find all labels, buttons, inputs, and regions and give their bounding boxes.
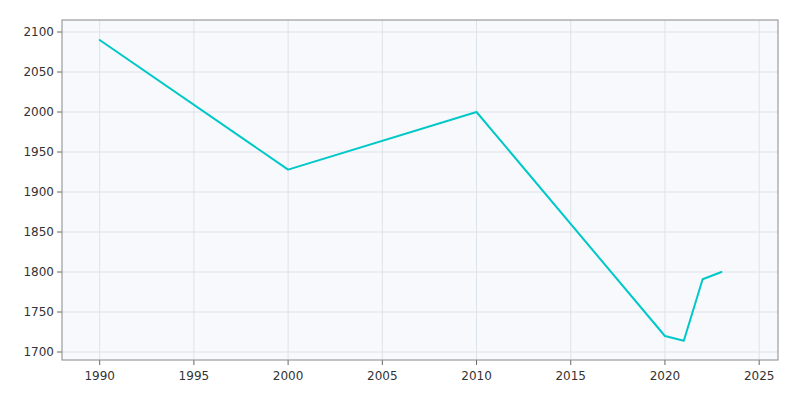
y-grid-line	[62, 232, 778, 233]
y-grid-line	[62, 312, 778, 313]
y-tick-label: 1800	[23, 265, 54, 279]
x-grid-line	[570, 20, 571, 360]
x-tick	[570, 360, 571, 365]
x-tick-label: 2015	[555, 369, 586, 383]
y-tick-label: 1700	[23, 345, 54, 359]
x-grid-line	[759, 20, 760, 360]
y-tick	[57, 32, 62, 33]
axes: 1700 1750 1800 1850 1900 1950 2000 2050 2100 1990…	[23, 25, 774, 384]
y-grid-line	[62, 272, 778, 273]
x-tick-label: 2000	[273, 369, 304, 383]
x-tick	[99, 360, 100, 365]
x-tick	[288, 360, 289, 365]
y-grid-line	[62, 152, 778, 153]
x-grid-line	[99, 20, 100, 360]
x-tick	[382, 360, 383, 365]
x-tick	[193, 360, 194, 365]
y-tick	[57, 272, 62, 273]
plot-background	[62, 20, 778, 360]
y-grid-line	[62, 72, 778, 73]
y-tick	[57, 72, 62, 73]
line	[100, 40, 722, 341]
y-tick-label: 2000	[23, 105, 54, 119]
grid	[62, 20, 778, 360]
y-tick	[57, 192, 62, 193]
series-group	[100, 40, 722, 341]
y-grid-line	[62, 192, 778, 193]
y-tick	[57, 112, 62, 113]
y-grid-line	[62, 112, 778, 113]
x-tick-label: 2010	[461, 369, 492, 383]
x-grid-line	[664, 20, 665, 360]
x-tick	[664, 360, 665, 365]
plot-frame	[62, 20, 778, 360]
y-tick	[57, 232, 62, 233]
y-tick	[57, 312, 62, 313]
x-tick	[476, 360, 477, 365]
y-grid-line	[62, 32, 778, 33]
y-tick-label: 1850	[23, 225, 54, 239]
x-grid-line	[288, 20, 289, 360]
y-tick	[57, 352, 62, 353]
y-grid-line	[62, 352, 778, 353]
x-tick	[759, 360, 760, 365]
y-tick-label: 2050	[23, 65, 54, 79]
x-grid-line	[476, 20, 477, 360]
y-tick-label: 1950	[23, 145, 54, 159]
x-grid-line	[193, 20, 194, 360]
chart-svg: 1700 1750 1800 1850 1900 1950 2000 2050 2100 1990…	[0, 0, 800, 400]
x-tick-label: 1995	[179, 369, 210, 383]
y-tick	[57, 152, 62, 153]
x-grid-line	[382, 20, 383, 360]
x-tick-label: 2020	[650, 369, 681, 383]
x-tick-label: 1990	[84, 369, 115, 383]
x-tick-label: 2005	[367, 369, 398, 383]
y-tick-label: 2100	[23, 25, 54, 39]
x-tick-label: 2025	[744, 369, 775, 383]
chart-container: 1700 1750 1800 1850 1900 1950 2000 2050 2100 1990…	[0, 0, 800, 400]
y-tick-label: 1750	[23, 305, 54, 319]
y-tick-label: 1900	[23, 185, 54, 199]
